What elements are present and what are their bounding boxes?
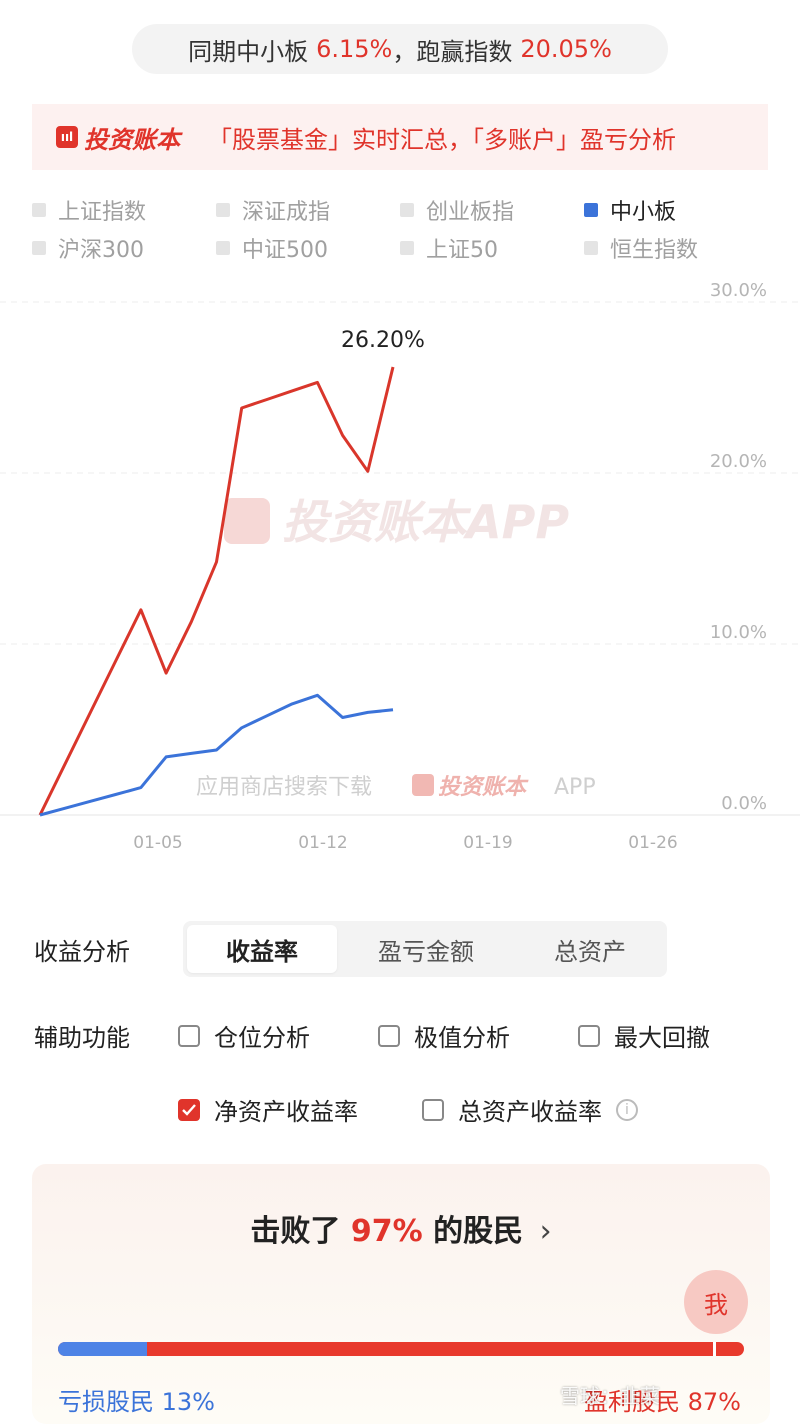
loss-investors-label: 亏损股民 13% — [58, 1388, 215, 1416]
my-position-bubble: 我 — [684, 1270, 748, 1334]
checkbox-label: 总资产收益率 — [458, 1098, 602, 1126]
watermark-logo-icon — [224, 498, 270, 544]
net-asset-return-checkbox[interactable]: 净资产收益率 — [178, 1092, 358, 1127]
checkbox-icon — [178, 1024, 200, 1047]
legend-swatch-icon — [216, 241, 230, 255]
portfolio-return-line — [38, 366, 395, 816]
x-tick-label: 01-19 — [463, 833, 512, 853]
beat-percent: 97% — [350, 1214, 423, 1249]
x-tick-label: 01-26 — [628, 833, 677, 853]
loss-share-fill — [58, 1342, 148, 1356]
legend-label: 深证成指 — [242, 200, 331, 225]
summary-prefix: 同期中小板 — [188, 37, 309, 66]
legend-label: 中小板 — [610, 200, 677, 225]
x-tick-label: 01-05 — [133, 833, 182, 853]
legend-swatch-icon — [32, 203, 46, 217]
tab-total-assets[interactable]: 总资产 — [554, 937, 626, 966]
legend-item-chinext[interactable]: 创业板指 — [400, 194, 514, 226]
legend-swatch-icon — [32, 241, 46, 255]
legend-item-csi300[interactable]: 沪深300 — [32, 232, 144, 264]
legend-swatch-icon — [400, 203, 414, 217]
legend-item-sse[interactable]: 上证指数 — [32, 194, 146, 226]
beat-suffix: 的股民 — [433, 1214, 524, 1249]
legend-item-hsi[interactable]: 恒生指数 — [584, 232, 698, 264]
checkbox-label: 最大回撤 — [614, 1024, 710, 1052]
watermark-sub-brand: 投资账本 — [438, 775, 529, 800]
position-analysis-checkbox[interactable]: 仓位分析 — [178, 1018, 310, 1053]
checkbox-label: 仓位分析 — [214, 1024, 310, 1052]
legend-item-szse[interactable]: 深证成指 — [216, 194, 330, 226]
aux-label: 辅助功能 — [34, 1024, 130, 1052]
beat-prefix: 击败了 — [250, 1214, 341, 1249]
benchmark-return-line — [39, 693, 394, 817]
checkbox-icon — [378, 1024, 400, 1047]
beat-investors-card[interactable]: 击败了 97% 的股民 › 我 亏损股民 13% 盈利股民 87% — [32, 1164, 770, 1424]
app-logo-text: 投资账本 — [84, 125, 180, 154]
legend-label: 沪深300 — [58, 238, 144, 263]
chart-watermark: 投资账本APP 应用商店搜索下载 投资账本 APP — [196, 495, 596, 800]
watermark-sub-app: APP — [554, 775, 596, 800]
legend-label: 创业板指 — [426, 200, 515, 225]
checkbox-icon — [422, 1098, 444, 1121]
total-asset-return-checkbox[interactable]: 总资产收益率 i — [422, 1092, 638, 1127]
y-tick-label: 10.0% — [710, 622, 767, 643]
watermark-main: 投资账本APP — [282, 495, 569, 549]
investor-distribution-bar — [58, 1342, 744, 1356]
legend-label: 上证50 — [426, 238, 498, 263]
tab-return-rate[interactable]: 收益率 — [187, 925, 337, 973]
corner-watermark: 雪球：韭菜 — [560, 1384, 660, 1408]
legend-swatch-icon — [584, 241, 598, 255]
checkbox-label: 极值分析 — [414, 1024, 510, 1052]
analysis-segmented-control: 收益率 盈亏金额 总资产 — [183, 921, 667, 977]
return-chart[interactable]: 投资账本APP 应用商店搜索下载 投资账本 APP 0.0% 10.0% 20.0%… — [0, 280, 800, 870]
index-return-value: 6.15% — [316, 35, 393, 63]
checkbox-checked-icon — [178, 1098, 200, 1121]
peak-value-label: 26.20% — [341, 328, 425, 353]
legend-item-csi500[interactable]: 中证500 — [216, 232, 328, 264]
legend-item-sse50[interactable]: 上证50 — [400, 232, 498, 264]
y-tick-label: 30.0% — [710, 280, 767, 301]
y-tick-label: 0.0% — [721, 793, 767, 814]
legend-swatch-icon — [216, 203, 230, 217]
outperform-value: 20.05% — [520, 35, 612, 63]
legend-label: 上证指数 — [58, 200, 147, 225]
my-position-marker — [713, 1342, 717, 1356]
watermark-sub: 应用商店搜索下载 — [196, 775, 372, 800]
legend-item-sme[interactable]: 中小板 — [584, 194, 676, 226]
benchmark-summary: 同期中小板 6.15% ，跑赢指数 20.05% — [132, 24, 668, 74]
x-tick-label: 01-12 — [298, 833, 347, 853]
checkbox-label: 净资产收益率 — [214, 1098, 358, 1126]
app-logo-icon: ııl — [56, 126, 78, 148]
chevron-right-icon: › — [539, 1214, 552, 1249]
legend-swatch-icon — [400, 241, 414, 255]
max-drawdown-checkbox[interactable]: 最大回撤 — [578, 1018, 710, 1053]
info-icon[interactable]: i — [616, 1098, 638, 1121]
watermark-sub-logo-icon — [412, 774, 434, 796]
legend-label: 中证500 — [242, 238, 328, 263]
promo-text: 「股票基金」实时汇总，「多账户」盈亏分析 — [208, 125, 676, 154]
tab-profit-amount[interactable]: 盈亏金额 — [378, 937, 474, 966]
extreme-analysis-checkbox[interactable]: 极值分析 — [378, 1018, 510, 1053]
promo-banner[interactable]: ııl 投资账本 「股票基金」实时汇总，「多账户」盈亏分析 — [32, 104, 768, 170]
analysis-label: 收益分析 — [34, 938, 130, 966]
beat-title: 击败了 97% 的股民 › — [32, 1206, 770, 1250]
profit-investors-label: 盈利股民 87% — [584, 1388, 741, 1416]
legend-swatch-icon — [584, 203, 598, 217]
summary-mid: ，跑赢指数 — [392, 37, 513, 66]
y-tick-label: 20.0% — [710, 451, 767, 472]
checkbox-icon — [578, 1024, 600, 1047]
legend-label: 恒生指数 — [610, 238, 699, 263]
